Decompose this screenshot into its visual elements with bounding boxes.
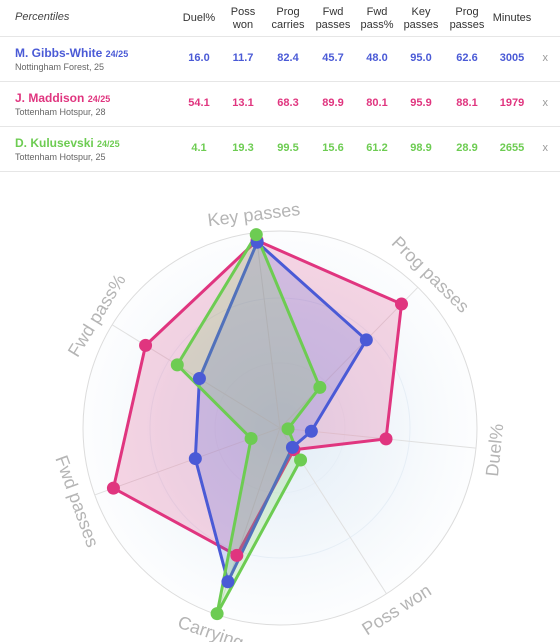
- column-header-poss-won: Poss won: [230, 6, 256, 31]
- table-row-gibbs-white: M. Gibbs-White 24/25 Nottingham Forest, …: [0, 37, 560, 82]
- table-row-maddison: J. Maddison 24/25 Tottenham Hotspur, 28 …: [0, 82, 560, 127]
- radar-point: [230, 548, 244, 562]
- table-cell: 45.7: [322, 52, 344, 64]
- radar-point: [313, 380, 327, 394]
- table-cell: 13.1: [232, 97, 254, 109]
- radar-point: [379, 432, 393, 446]
- player-season: 24/25: [97, 139, 120, 149]
- radar-series-polygon: [175, 233, 322, 616]
- table-cell: 19.3: [232, 142, 254, 154]
- radar-point: [170, 358, 184, 372]
- column-header-fwd-passes: Fwd passes: [315, 6, 351, 31]
- radar-spoke: [279, 286, 419, 429]
- player-name: J. Maddison 24/25: [15, 91, 111, 105]
- table-cell: 68.3: [277, 97, 299, 109]
- radar-point: [210, 607, 224, 621]
- table-cell: 48.0: [366, 52, 388, 64]
- radar-axis-label: Key passes: [206, 199, 301, 230]
- table-cell: 80.1: [366, 97, 388, 109]
- table-cell: 11.7: [232, 52, 254, 64]
- radar-point: [192, 371, 206, 385]
- table-cell: 82.4: [277, 52, 299, 64]
- percentile-table: Percentiles Duel% Poss won Prog carries …: [0, 0, 560, 172]
- radar-point: [394, 297, 408, 311]
- radar-inner-ring: [214, 362, 346, 494]
- column-header-fwd-pass-pct: Fwd pass%: [360, 6, 394, 31]
- table-cell: 98.9: [410, 142, 432, 154]
- radar-series: [111, 233, 403, 616]
- radar-point: [285, 440, 299, 454]
- player-name: D. Kulusevski 24/25: [15, 136, 120, 150]
- radar-point: [244, 431, 258, 445]
- table-cell: 99.5: [277, 142, 299, 154]
- player-team: Tottenham Hotspur, 25: [15, 152, 106, 162]
- radar-point: [221, 575, 235, 589]
- column-header-duel-pct: Duel%: [182, 12, 216, 24]
- table-cell: 89.9: [322, 97, 344, 109]
- table-title: Percentiles: [15, 11, 70, 23]
- radar-point: [249, 228, 263, 242]
- column-header-prog-carries: Prog carries: [271, 6, 305, 31]
- table-row-kulusevski: D. Kulusevski 24/25 Tottenham Hotspur, 2…: [0, 127, 560, 172]
- radar-point: [294, 453, 308, 467]
- radar-points: [106, 228, 408, 621]
- table-cell: 3005: [499, 52, 525, 64]
- column-header-key-passes: Key passes: [403, 6, 439, 31]
- player-season: 24/25: [87, 94, 111, 104]
- table-cell: 54.1: [188, 97, 210, 109]
- player-name: M. Gibbs-White 24/25: [15, 46, 129, 60]
- radar-inner-ring: [149, 297, 411, 559]
- radar-spoke: [255, 232, 281, 429]
- radar-axis-label: Duel%: [482, 423, 507, 478]
- remove-player-button[interactable]: x: [542, 97, 549, 109]
- radar-point: [139, 338, 153, 352]
- table-header: Percentiles Duel% Poss won Prog carries …: [0, 0, 560, 37]
- radar-point: [106, 481, 120, 495]
- column-header-minutes: Minutes: [492, 12, 532, 24]
- table-cell: 88.1: [456, 97, 478, 109]
- player-team: Nottingham Forest, 25: [15, 62, 105, 72]
- column-header-prog-passes: Prog passes: [449, 6, 485, 31]
- player-season: 24/25: [105, 49, 129, 59]
- radar-series-polygon: [193, 240, 368, 584]
- radar-point: [359, 333, 373, 347]
- player-team: Tottenham Hotspur, 28: [15, 107, 106, 117]
- table-cell: 28.9: [456, 142, 478, 154]
- table-cell: 95.9: [410, 97, 432, 109]
- table-cell: 61.2: [366, 142, 388, 154]
- table-cell: 16.0: [188, 52, 210, 64]
- remove-player-button[interactable]: x: [542, 142, 549, 154]
- table-cell: 95.0: [410, 52, 432, 64]
- radar-point: [188, 452, 202, 466]
- table-cell: 62.6: [456, 52, 478, 64]
- table-cell: 1979: [499, 97, 525, 109]
- remove-player-button[interactable]: x: [542, 52, 549, 64]
- radar-point: [304, 424, 318, 438]
- radar-point: [281, 422, 295, 436]
- table-cell: 15.6: [322, 142, 344, 154]
- table-cell: 4.1: [191, 142, 207, 154]
- table-cell: 2655: [499, 142, 525, 154]
